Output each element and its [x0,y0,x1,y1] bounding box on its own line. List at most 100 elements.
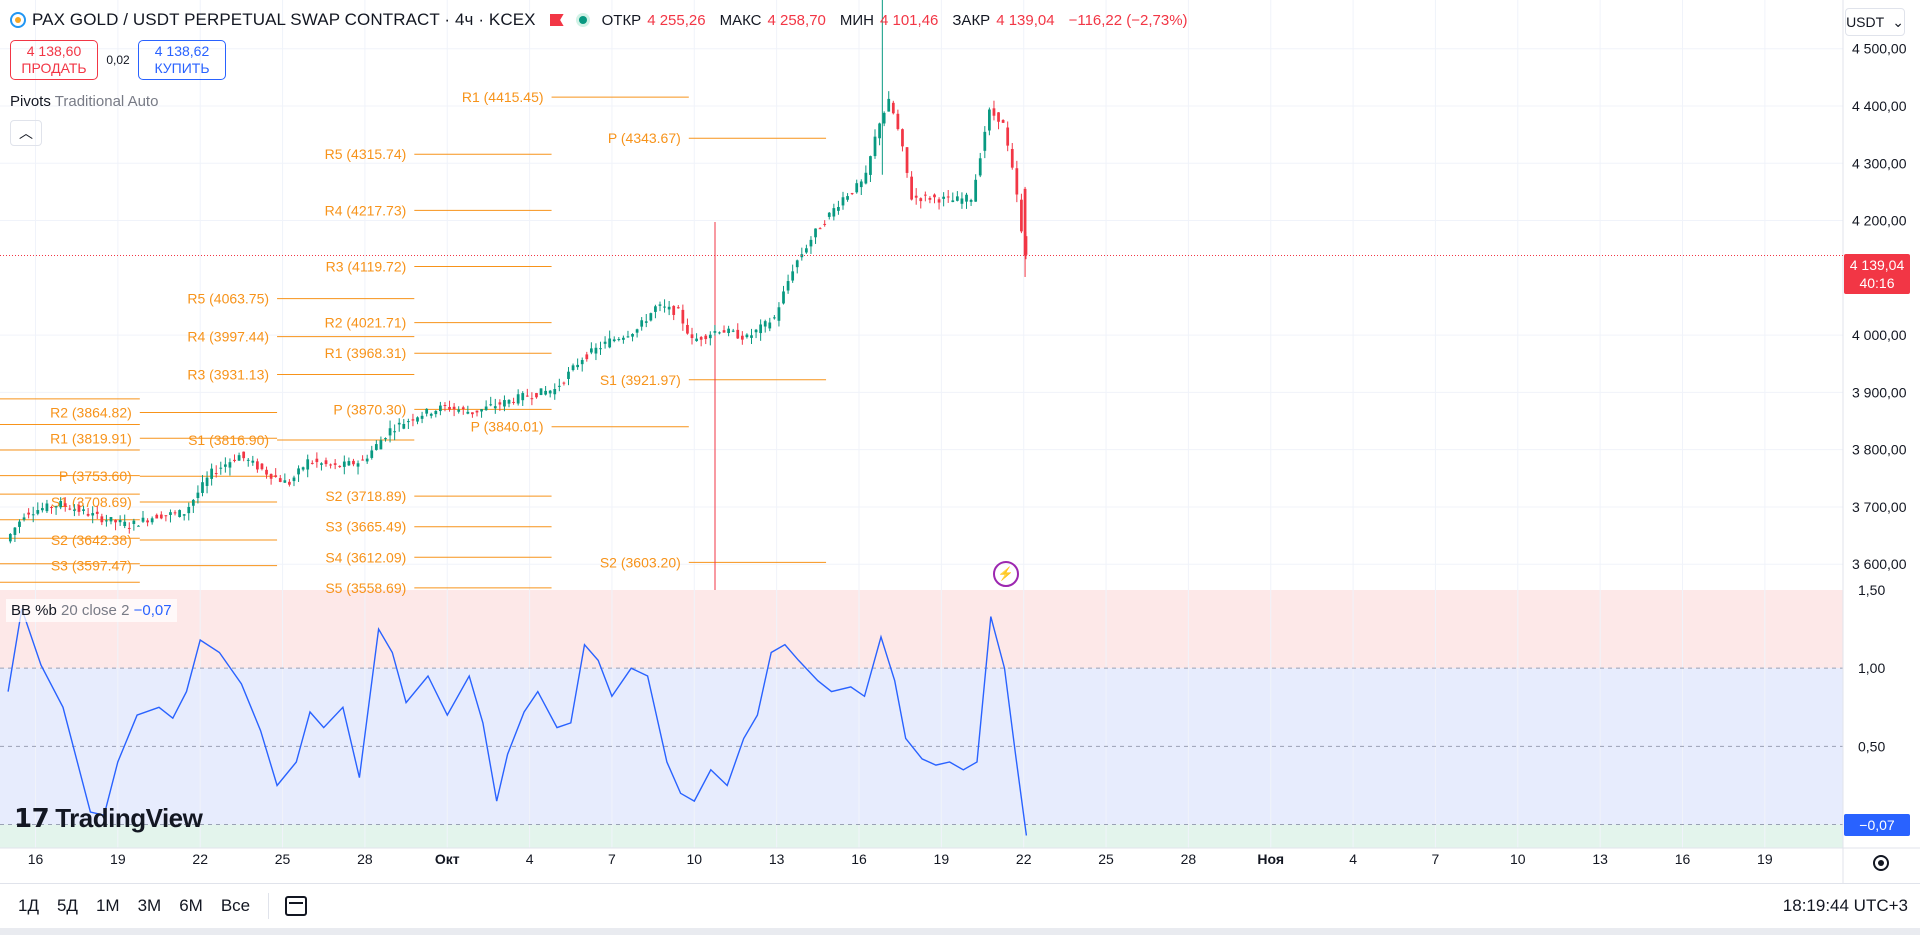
oscillator-value: −0,07 [133,602,172,619]
pivot-label: R1 (3819.91) [50,430,132,446]
candle-body [365,458,369,462]
range-6m-button[interactable]: 6М [179,896,203,915]
candle-body [686,324,689,334]
buy-button[interactable]: 4 138,62 КУПИТЬ [138,40,226,80]
gear-icon[interactable] [1873,855,1889,871]
candle-body [827,212,831,217]
candle-body [448,406,451,410]
candle-body [626,336,630,338]
candle-body [397,422,401,425]
candle-body [342,461,346,467]
bottom-toolbar: 1Д 5Д 1М 3М 6М Все 18:19:44 UTC+3 [0,883,1920,928]
candle-body [137,525,140,527]
lightning-icon[interactable]: ⚡ [993,561,1019,587]
candle-body [544,390,547,395]
candle-body [855,183,859,193]
time-tick-label: 19 [934,851,950,867]
candle-body [8,534,12,542]
range-1m-button[interactable]: 1М [95,896,120,915]
tradingview-wordmark: TradingView [55,803,203,833]
candle-body [31,514,35,516]
candle-body [631,333,634,337]
candle-body [617,339,621,341]
candle-body [672,305,676,315]
candle-body [1023,188,1027,256]
pivot-label: S1 (3816.90) [188,432,269,448]
candle-body [201,482,204,493]
candle-body [256,461,259,470]
flag-icon[interactable] [549,14,564,26]
price-tick-label: 3 700,00 [1852,499,1907,515]
range-1d-button[interactable]: 1Д [18,896,39,915]
candle-body [274,475,278,477]
candle-body [548,390,552,394]
market-status-icon [575,13,590,27]
candle-body [571,365,575,371]
pivot-label: R2 (4021.71) [325,315,407,331]
candle-body [159,514,163,519]
candle-body [22,517,26,520]
candle-body [310,462,314,464]
bb-percent-line [7,608,1028,836]
currency-select[interactable]: USDT ⌄ [1845,8,1905,36]
candle-body [187,506,191,514]
candle-body [795,260,799,268]
candle-body [356,463,360,467]
price-tick-label: 4 500,00 [1852,41,1907,57]
candle-body [27,512,31,515]
candle-body [676,307,680,309]
candle-body [425,408,429,414]
candle-body [132,520,136,524]
candle-body [127,527,131,529]
candle-body [297,468,300,475]
buy-label: КУПИТЬ [154,60,210,76]
symbol-title[interactable]: PAX GOLD / USDT PERPETUAL SWAP CONTRACT … [32,10,536,29]
overbought-zone [0,590,1843,669]
candle-body [333,463,337,465]
candle-body [164,515,168,517]
time-tick-label: 22 [1016,851,1032,867]
candle-body [539,388,543,395]
candle-body [516,394,520,404]
candle-body [933,194,936,198]
candle-body [718,332,721,334]
candle-body [402,423,406,429]
candle-body [73,509,76,511]
candle-body [814,228,817,238]
candle-body [434,410,438,415]
range-3m-button[interactable]: 3М [137,896,162,915]
candle-body [196,492,200,499]
candle-body [818,228,822,230]
candle-body [493,406,497,409]
sell-button[interactable]: 4 138,60 ПРОДАТЬ [10,40,98,80]
candle-body [205,477,209,486]
candle-body [612,339,616,342]
indicator-params: Traditional Auto [54,93,159,110]
oscillator-label[interactable]: BB %b 20 close 2 −0,07 [6,599,177,622]
candle-body [713,331,717,333]
tradingview-logo[interactable]: 𝟭𝟳 TradingView [14,803,203,834]
candle-body [100,516,104,523]
candle-body [791,271,795,281]
range-5d-button[interactable]: 5Д [56,896,78,915]
range-all-button[interactable]: Все [220,896,251,915]
calendar-icon[interactable] [285,896,308,916]
candle-body [443,404,447,406]
time-tick-label: Ноя [1257,851,1284,867]
time-tick-label: 13 [769,851,785,867]
candle-body [150,518,154,523]
pivot-label: S1 (3921.97) [600,372,681,388]
candle-body [45,503,49,512]
collapse-indicators-button[interactable]: ︿ [10,120,42,146]
candle-body [708,334,712,339]
candle-body [891,102,895,114]
time-tick-label: 13 [1592,851,1608,867]
candle-body [95,511,99,514]
candle-body [978,158,982,176]
candle-body [82,509,85,511]
clock[interactable]: 18:19:44 UTC+3 [1782,896,1908,915]
candle-body [379,440,383,450]
ohlc-close-label: ЗАКР [952,11,991,29]
pivots-indicator-label[interactable]: Pivots Traditional Auto [10,93,158,110]
